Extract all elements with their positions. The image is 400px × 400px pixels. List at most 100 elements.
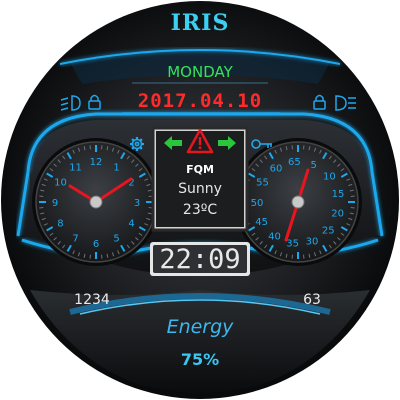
high-beam-icon [335,95,356,111]
left-dial-tick [66,244,72,252]
right-dial-tick [349,189,354,192]
left-dial-label: 6 [93,239,99,250]
right-dial-tick [333,241,337,245]
right-dial-tick [337,237,341,241]
right-dial-tick [340,172,348,178]
left-dial-tick [138,226,146,232]
left-dial-tick [41,183,46,187]
header-glow-line [59,49,341,65]
temperature-text: 23ºC [182,202,218,218]
right-dial-tick [346,178,351,181]
left-dial-tick [46,226,54,232]
minute-hand [94,177,133,204]
left-dial-tick [120,244,126,252]
left-dial-tick [83,146,86,151]
energy-arc [69,293,331,315]
left-dial-tick [43,223,48,226]
left-dial-tick [126,155,130,160]
right-dial-tick [251,232,256,236]
right-dial-label: 65 [288,157,301,168]
right-dial-tick [285,253,288,258]
day-label: MONDAY [167,63,233,81]
left-dial-tick [138,168,143,172]
left-dial-tick [57,159,61,163]
right-turn-arrow-icon [218,136,236,150]
right-dial-tick [268,244,274,252]
right-dial-tick [348,217,353,221]
right-dial-tick [340,232,345,236]
left-dial-tick [147,212,152,215]
right-dial-tick [279,147,283,152]
left-dial-tick [126,244,130,249]
left-dial-tick [77,147,81,152]
right-dial-label: 5 [311,160,317,171]
left-dial-tick [77,252,81,257]
right-dial-tick [308,146,311,151]
right-dial-tick [346,223,351,226]
right-dial-tick [340,168,345,172]
right-dial-tick [274,250,277,255]
right-dial-label: 35 [286,239,299,250]
right-dial-tick [337,163,341,167]
left-dial-tick [111,252,115,257]
right-dial-tick [264,244,268,249]
left-dial-tick [146,217,151,221]
left-dial-tick [46,172,54,178]
date-label: 2017.04.10 [137,90,263,112]
right-dial-tick [328,244,332,249]
left-dial-label: 8 [57,219,63,230]
left-dial-tick [106,146,109,151]
right-dial-tick [251,168,256,172]
left-turn-arrow-icon [164,136,182,150]
key-icon [251,139,272,149]
right-dial-tick [274,149,277,154]
right-dial-tick [319,149,322,154]
left-dial-tick [72,149,75,154]
left-dial-label: 10 [54,178,67,189]
left-dial-label: 4 [128,219,134,230]
left-dial-tick [62,244,66,249]
gauge-needle [284,200,300,242]
right-dial-label: 45 [255,217,268,228]
low-beam-icon [60,95,81,111]
right-dial-label: 20 [331,209,344,220]
gear-icon [130,137,144,151]
energy-arc-highlight [79,299,321,315]
cluster-glow-rim-left [16,171,30,237]
right-dial-tick [255,163,259,167]
energy-percent: 75% [180,350,220,369]
right-dial-tick [313,252,317,257]
left-dial-label: 2 [128,178,134,189]
right-dial-tick [348,183,353,187]
left-dial-tick [131,159,135,163]
digital-time: 22:09 [159,244,241,275]
left-dial-tick [49,232,54,236]
left-dial-tick [138,232,143,236]
left-dial-tick [135,163,139,167]
left-dial-label: 1 [113,162,119,173]
right-dial-tick [308,253,311,258]
right-dial-tick [259,241,263,245]
lock-icon [88,94,101,110]
left-dial-label: 11 [69,162,82,173]
right-dial-tick [349,212,354,215]
left-dial-tick [72,250,75,255]
right-value: 63 [303,292,321,308]
left-dial-tick [106,253,109,258]
left-dial-label: 7 [72,234,78,245]
left-dial-tick [40,189,45,192]
left-dial-label: 12 [90,157,103,168]
left-dial-tick [144,178,149,181]
warning-icon [186,128,214,154]
left-dial-tick [138,172,146,178]
right-dial-tick [322,244,328,252]
left-dial-tick [131,241,135,245]
right-dial-tick [285,146,288,151]
right-dial-tick [328,155,332,160]
left-dial-label: 5 [113,234,119,245]
right-dial-label: 10 [323,172,336,183]
left-dial-tick [66,152,72,160]
left-dial-tick [146,183,151,187]
